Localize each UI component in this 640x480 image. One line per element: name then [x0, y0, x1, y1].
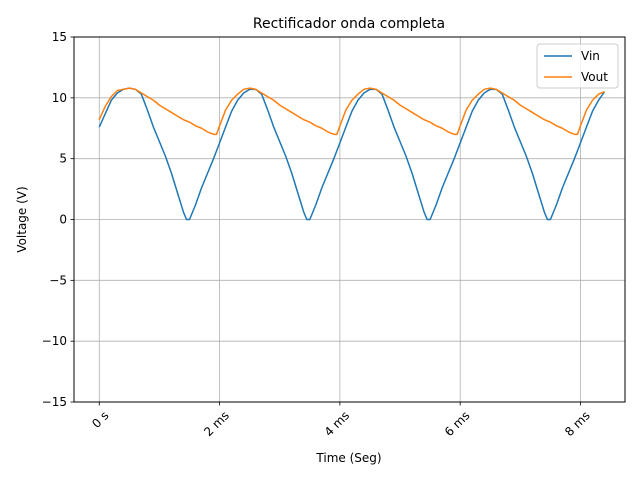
chart-title: Rectificador onda completa [253, 16, 445, 32]
y-tick-label: 0 [59, 213, 67, 227]
y-tick-label: 5 [59, 152, 67, 166]
legend: Vin Vout [536, 43, 619, 89]
y-tick-label: −10 [42, 334, 67, 348]
y-tick-label: −15 [42, 395, 67, 409]
x-axis-label: Time (Seg) [315, 451, 381, 465]
y-tick-label: −5 [49, 273, 67, 287]
series-line-vout [98, 87, 605, 136]
legend-label: Vin [581, 49, 600, 63]
legend-label: Vout [581, 70, 608, 84]
series-layer [98, 87, 606, 221]
y-axis-label: Voltage (V) [15, 186, 29, 252]
y-tick-label: 15 [52, 30, 67, 44]
y-tick-label: 10 [52, 91, 67, 105]
series-line-vin [98, 87, 606, 221]
